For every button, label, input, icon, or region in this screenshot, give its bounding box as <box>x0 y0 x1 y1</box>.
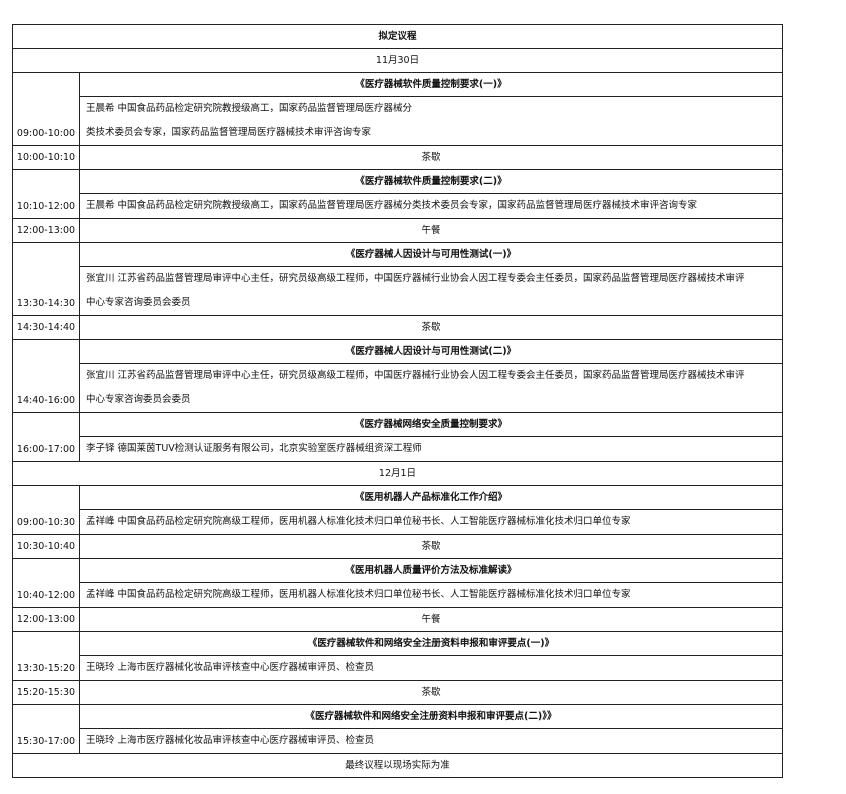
speaker-description: 王晨希 中国食品药品检定研究院教授级高工，国家药品监督管理局医疗器械分类技术委员… <box>79 193 783 219</box>
session-title: 《医用机器人质量评价方法及标准解读》 <box>79 558 783 583</box>
break-row: 10:00-10:10 茶歇 <box>12 145 783 170</box>
agenda-title-row: 拟定议程 <box>12 24 783 49</box>
session-speaker-row: 李子铎 德国莱茵TUV检测认证服务有限公司，北京实验室医疗器械组资深工程师 <box>13 436 783 462</box>
session-speaker-row: 王晓玲 上海市医疗器械化妆品审评核查中心医疗器械审评员、检查员 <box>13 655 783 681</box>
speaker-line: 王晨希 中国食品药品检定研究院教授级高工，国家药品监督管理局医疗器械分 <box>86 103 413 114</box>
speaker-line: 张宜川 江苏省药品监督管理局审评中心主任，研究员级高级工程师，中国医疗器械行业协… <box>86 273 745 284</box>
time-slot: 13:30-15:20 <box>12 631 80 681</box>
footer-row: 最终议程以现场实际为准 <box>12 753 783 778</box>
session-title: 《医疗器械软件和网络安全注册资料申报和审评要点(一)》 <box>79 631 783 656</box>
break-label: 茶歇 <box>79 534 783 559</box>
session-speaker-row: 张宜川 江苏省药品监督管理局审评中心主任，研究员级高级工程师，中国医疗器械行业协… <box>13 266 783 316</box>
speaker-line: 李子铎 德国莱茵TUV检测认证服务有限公司，北京实验室医疗器械组资深工程师 <box>86 443 422 454</box>
time-slot: 09:00-10:30 <box>12 485 80 535</box>
speaker-description: 王晨希 中国食品药品检定研究院教授级高工，国家药品监督管理局医疗器械分类技术委员… <box>79 96 783 146</box>
session-speaker-row: 张宜川 江苏省药品监督管理局审评中心主任，研究员级高级工程师，中国医疗器械行业协… <box>13 363 783 413</box>
session-title: 《医用机器人产品标准化工作介绍》 <box>79 485 783 510</box>
time-slot: 15:30-17:00 <box>12 704 80 754</box>
break-row: 10:30-10:40 茶歇 <box>12 534 783 559</box>
time-slot: 10:00-10:10 <box>12 145 80 170</box>
break-row: 12:00-13:00 午餐 <box>12 218 783 243</box>
break-row: 12:00-13:00 午餐 <box>12 607 783 632</box>
session-title-row: 10:10-12:00 《医疗器械软件质量控制要求(二)》 <box>12 169 783 219</box>
speaker-line: 中心专家咨询委员会委员 <box>86 297 191 308</box>
session-title-row: 14:40-16:00 《医疗器械人因设计与可用性测试(二)》 <box>12 339 783 413</box>
time-slot: 10:40-12:00 <box>12 558 80 608</box>
speaker-description: 张宜川 江苏省药品监督管理局审评中心主任，研究员级高级工程师，中国医疗器械行业协… <box>79 266 783 316</box>
agenda-title: 拟定议程 <box>12 24 783 49</box>
speaker-description: 张宜川 江苏省药品监督管理局审评中心主任，研究员级高级工程师，中国医疗器械行业协… <box>79 363 783 413</box>
session-title-row: 16:00-17:00 《医疗器械网络安全质量控制要求》 <box>12 412 783 462</box>
session-title: 《医疗器械软件质量控制要求(二)》 <box>79 169 783 194</box>
break-label: 茶歇 <box>79 315 783 340</box>
time-slot: 14:30-14:40 <box>12 315 80 340</box>
speaker-line: 王晓玲 上海市医疗器械化妆品审评核查中心医疗器械审评员、检查员 <box>86 735 375 746</box>
break-label: 茶歇 <box>79 145 783 170</box>
break-label: 午餐 <box>79 218 783 243</box>
session-title: 《医疗器械软件质量控制要求(一)》 <box>79 72 783 97</box>
time-slot: 15:20-15:30 <box>12 680 80 705</box>
date-label: 11月30日 <box>12 48 783 73</box>
session-title-row: 09:00-10:00 《医疗器械软件质量控制要求(一)》 <box>12 72 783 146</box>
speaker-line: 中心专家咨询委员会委员 <box>86 394 191 405</box>
speaker-description: 王晓玲 上海市医疗器械化妆品审评核查中心医疗器械审评员、检查员 <box>79 728 783 754</box>
session-title-row: 13:30-14:30 《医疗器械人因设计与可用性测试(一)》 <box>12 242 783 316</box>
session-title: 《医疗器械人因设计与可用性测试(二)》 <box>79 339 783 364</box>
time-slot: 12:00-13:00 <box>12 218 80 243</box>
session-title: 《医疗器械网络安全质量控制要求》 <box>79 412 783 437</box>
time-slot: 16:00-17:00 <box>12 412 80 462</box>
time-slot: 12:00-13:00 <box>12 607 80 632</box>
time-slot: 10:30-10:40 <box>12 534 80 559</box>
speaker-description: 孟祥峰 中国食品药品检定研究院高级工程师，医用机器人标准化技术归口单位秘书长、人… <box>79 509 783 535</box>
session-title-row: 09:00-10:30 《医用机器人产品标准化工作介绍》 <box>12 485 783 535</box>
session-title-row: 10:40-12:00 《医用机器人质量评价方法及标准解读》 <box>12 558 783 608</box>
agenda-table: 拟定议程 11月30日 09:00-10:00 《医疗器械软件质量控制要求(一)》王… <box>12 24 783 778</box>
speaker-description: 王晓玲 上海市医疗器械化妆品审评核查中心医疗器械审评员、检查员 <box>79 655 783 681</box>
date-row: 11月30日 <box>12 48 783 73</box>
time-slot: 09:00-10:00 <box>12 72 80 146</box>
break-label: 茶歇 <box>79 680 783 705</box>
time-slot: 13:30-14:30 <box>12 242 80 316</box>
session-speaker-row: 王晨希 中国食品药品检定研究院教授级高工，国家药品监督管理局医疗器械分类技术委员… <box>13 193 783 219</box>
footer-note: 最终议程以现场实际为准 <box>12 753 783 778</box>
date-label: 12月1日 <box>12 461 783 486</box>
break-label: 午餐 <box>79 607 783 632</box>
speaker-line: 王晓玲 上海市医疗器械化妆品审评核查中心医疗器械审评员、检查员 <box>86 662 375 673</box>
speaker-line: 王晨希 中国食品药品检定研究院教授级高工，国家药品监督管理局医疗器械分类技术委员… <box>86 200 698 211</box>
speaker-line: 孟祥峰 中国食品药品检定研究院高级工程师，医用机器人标准化技术归口单位秘书长、人… <box>86 589 631 600</box>
session-title-row: 15:30-17:00 《医疗器械软件和网络安全注册资料申报和审评要点(二)》》 <box>12 704 783 754</box>
session-speaker-row: 王晓玲 上海市医疗器械化妆品审评核查中心医疗器械审评员、检查员 <box>13 728 783 754</box>
session-title: 《医疗器械软件和网络安全注册资料申报和审评要点(二)》》 <box>79 704 783 729</box>
time-slot: 14:40-16:00 <box>12 339 80 413</box>
time-slot: 10:10-12:00 <box>12 169 80 219</box>
speaker-line: 张宜川 江苏省药品监督管理局审评中心主任，研究员级高级工程师，中国医疗器械行业协… <box>86 370 745 381</box>
session-speaker-row: 孟祥峰 中国食品药品检定研究院高级工程师，医用机器人标准化技术归口单位秘书长、人… <box>13 509 783 535</box>
session-speaker-row: 王晨希 中国食品药品检定研究院教授级高工，国家药品监督管理局医疗器械分类技术委员… <box>13 96 783 146</box>
speaker-description: 孟祥峰 中国食品药品检定研究院高级工程师，医用机器人标准化技术归口单位秘书长、人… <box>79 582 783 608</box>
session-speaker-row: 孟祥峰 中国食品药品检定研究院高级工程师，医用机器人标准化技术归口单位秘书长、人… <box>13 582 783 608</box>
break-row: 14:30-14:40 茶歇 <box>12 315 783 340</box>
session-title: 《医疗器械人因设计与可用性测试(一)》 <box>79 242 783 267</box>
session-title-row: 13:30-15:20 《医疗器械软件和网络安全注册资料申报和审评要点(一)》 <box>12 631 783 681</box>
date-row: 12月1日 <box>12 461 783 486</box>
speaker-line: 孟祥峰 中国食品药品检定研究院高级工程师，医用机器人标准化技术归口单位秘书长、人… <box>86 516 631 527</box>
break-row: 15:20-15:30 茶歇 <box>12 680 783 705</box>
speaker-line: 类技术委员会专家，国家药品监督管理局医疗器械技术审评咨询专家 <box>86 127 372 138</box>
speaker-description: 李子铎 德国莱茵TUV检测认证服务有限公司，北京实验室医疗器械组资深工程师 <box>79 436 783 462</box>
